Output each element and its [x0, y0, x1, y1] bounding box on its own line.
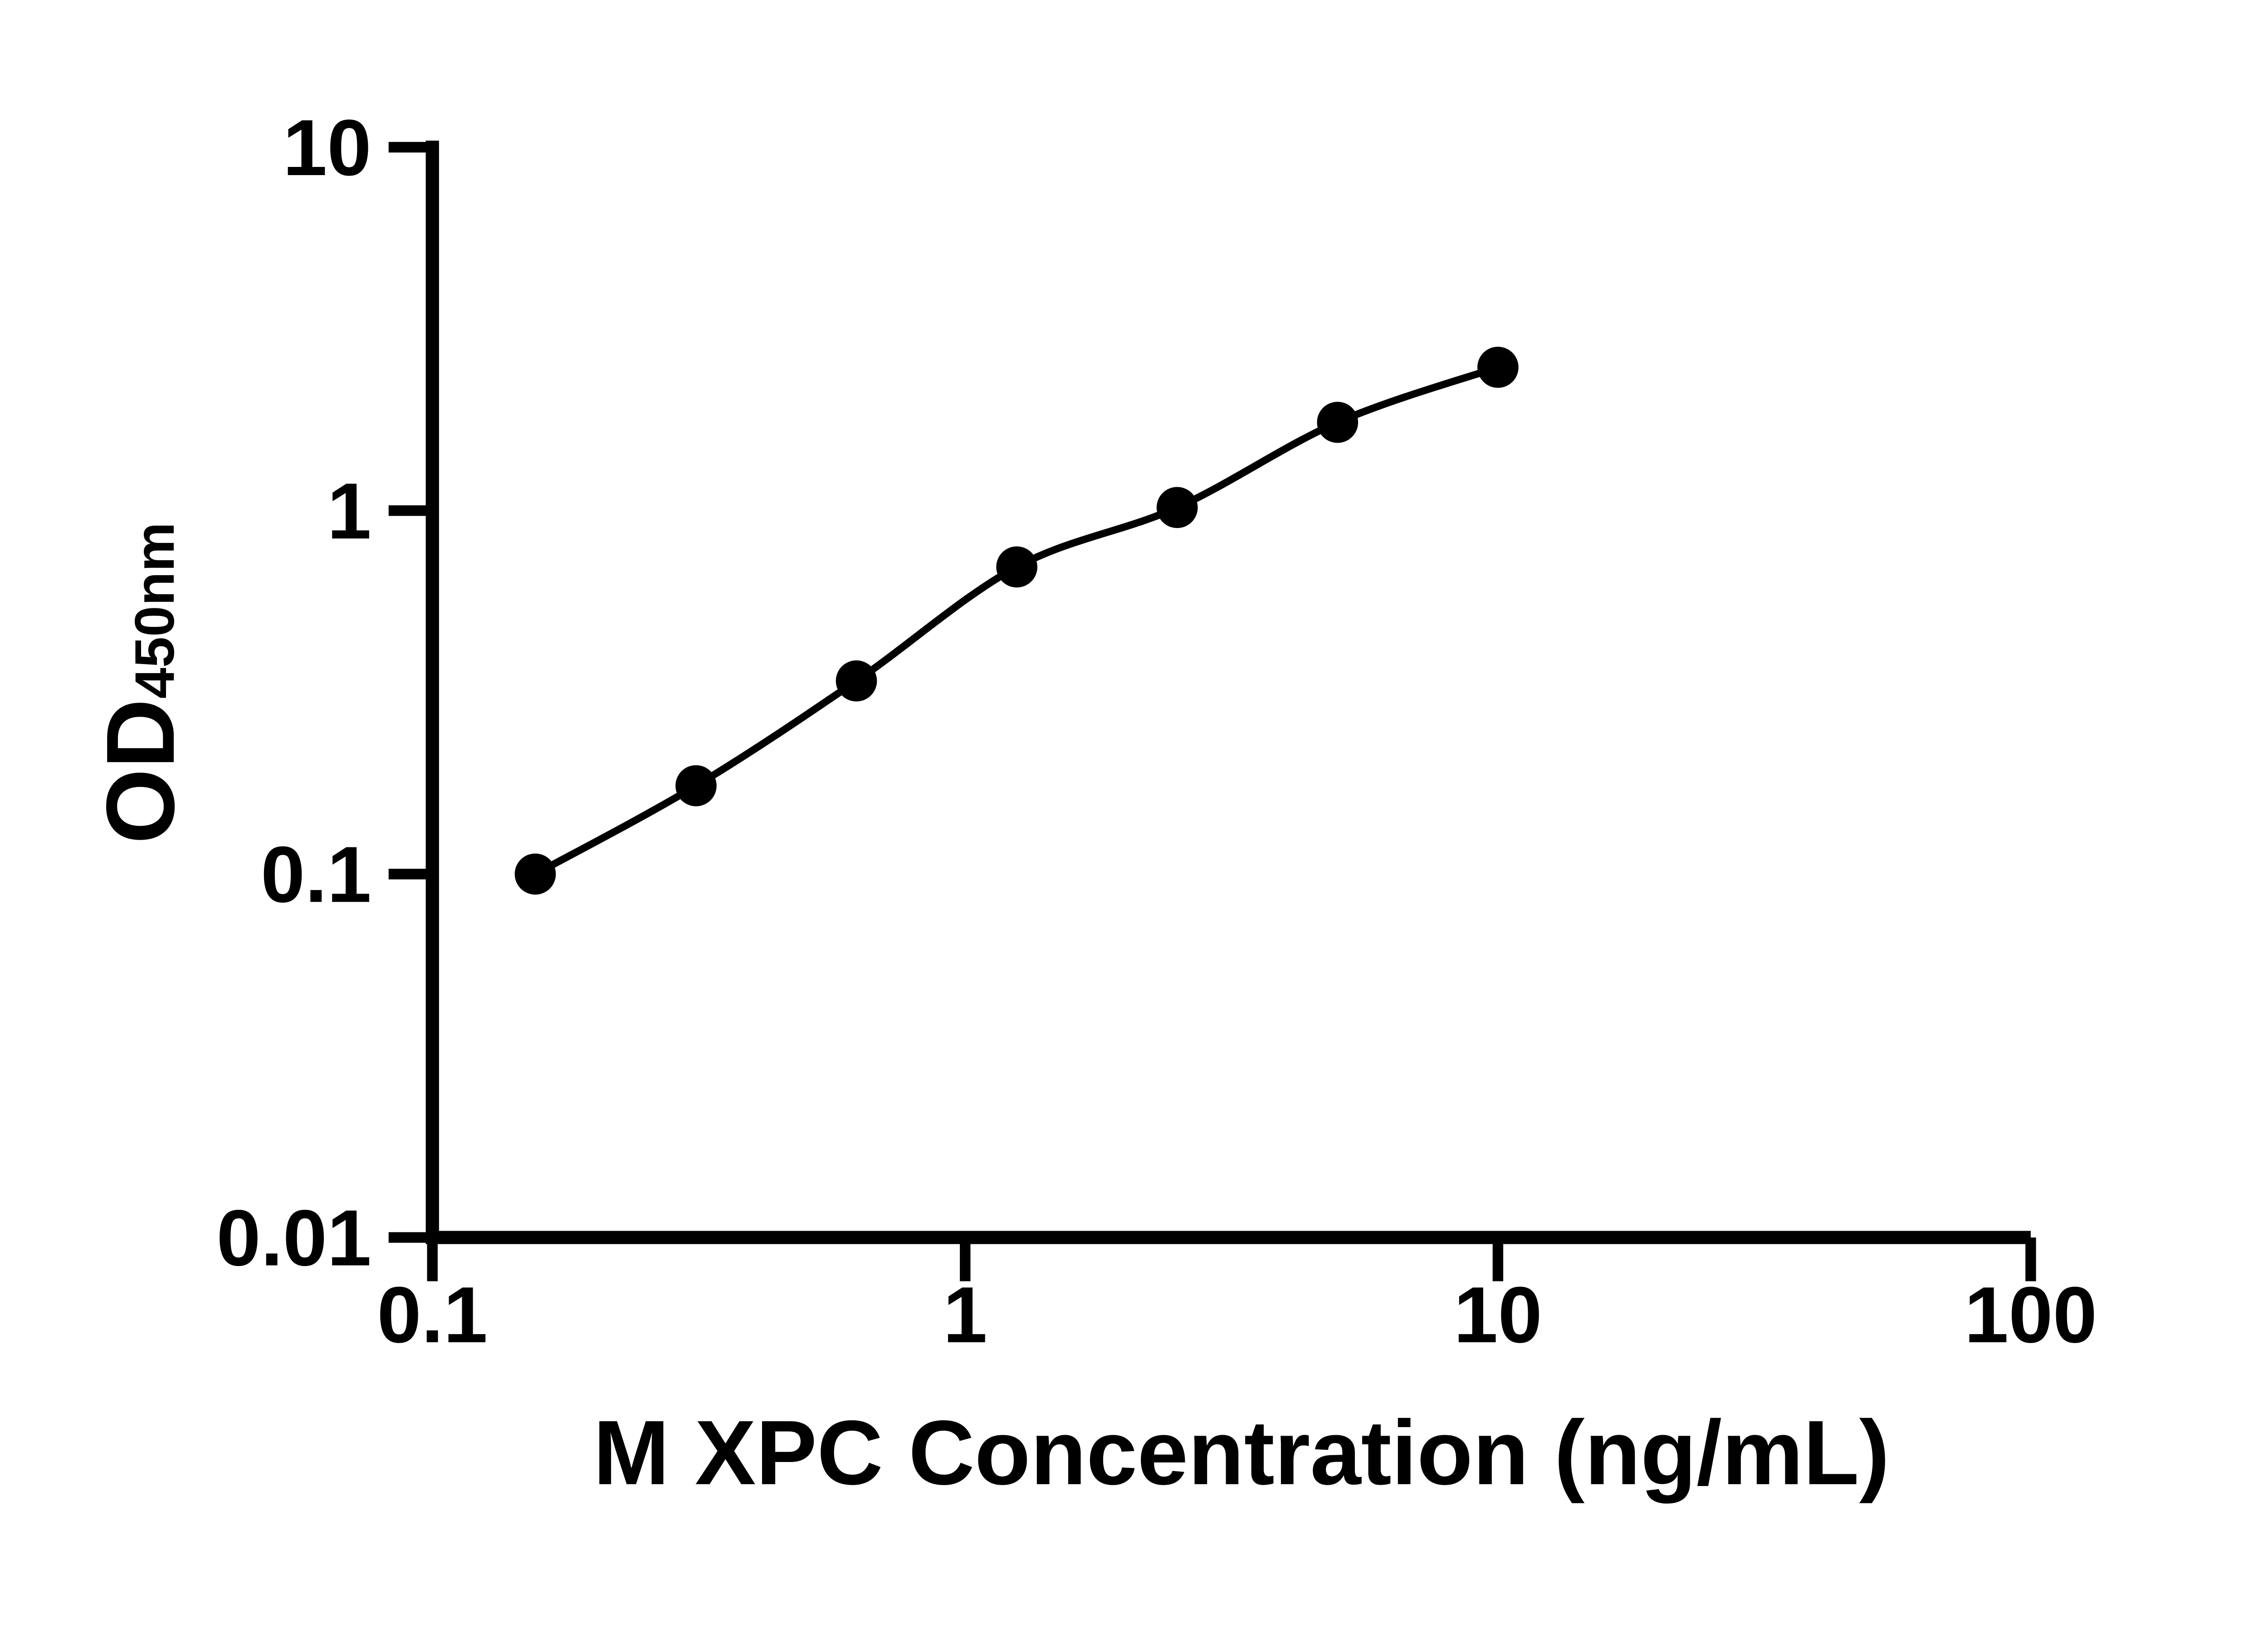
x-axis-title: M XPC Concentration (ng/mL) — [593, 1401, 1890, 1504]
data-point-4 — [1156, 487, 1198, 528]
x-tick-label: 0.1 — [377, 1271, 488, 1359]
data-point-2 — [836, 660, 877, 702]
elisa-standard-curve-figure: 0.1 1 10 100 0.01 0.1 1 10 M XPC Concentration … — [87, 103, 2097, 1504]
data-point-6 — [1477, 347, 1519, 388]
y-tick-label: 1 — [327, 467, 371, 556]
y-tick-label: 10 — [283, 103, 371, 192]
x-tick-label: 10 — [1454, 1271, 1542, 1359]
y-tick-label: 0.1 — [261, 830, 371, 919]
y-tick-label: 0.01 — [216, 1193, 371, 1282]
x-tick-label: 100 — [1965, 1271, 2097, 1359]
data-point-3 — [996, 546, 1037, 588]
x-tick-label: 1 — [943, 1271, 987, 1359]
y-axis-title: OD450nm — [87, 522, 195, 844]
data-point-1 — [675, 765, 717, 807]
axis-lines — [425, 140, 2031, 1244]
data-point-0 — [514, 853, 556, 895]
y-axis-title-main: OD — [87, 699, 195, 844]
data-point-5 — [1317, 401, 1359, 443]
y-axis-title-subscript: 450nm — [124, 522, 186, 699]
